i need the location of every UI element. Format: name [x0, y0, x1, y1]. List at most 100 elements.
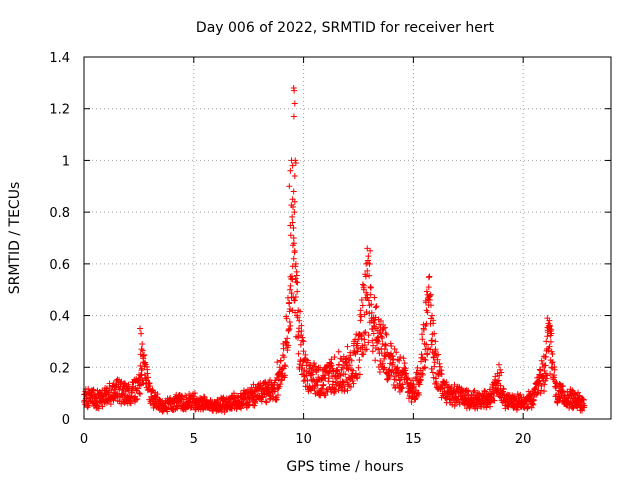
data-point: [283, 315, 290, 322]
data-point: [239, 402, 246, 409]
data-point: [432, 338, 439, 345]
data-point: [436, 363, 443, 370]
data-point: [366, 302, 373, 309]
data-point: [547, 338, 554, 345]
data-point: [329, 365, 336, 372]
data-point: [470, 388, 477, 395]
data-point: [346, 362, 353, 369]
data-point: [365, 332, 372, 339]
data-point: [286, 286, 293, 293]
data-point: [300, 338, 307, 345]
data-point: [289, 219, 296, 226]
data-point: [408, 398, 415, 405]
data-point: [347, 352, 354, 359]
data-point: [410, 383, 417, 390]
data-point: [401, 360, 408, 367]
data-point: [139, 341, 146, 348]
data-point: [132, 396, 139, 403]
data-point: [495, 377, 502, 384]
grid-lines: [84, 57, 611, 419]
data-point: [423, 307, 430, 314]
data-point: [286, 299, 293, 306]
data-point: [308, 387, 315, 394]
data-point: [371, 294, 378, 301]
data-point: [425, 274, 432, 281]
data-point: [422, 356, 429, 363]
data-point: [517, 391, 524, 398]
data-point: [415, 391, 422, 398]
data-point: [545, 329, 552, 336]
data-point: [426, 297, 433, 304]
data-point: [358, 313, 365, 320]
data-point: [474, 405, 481, 412]
data-point: [358, 297, 365, 304]
data-point: [352, 370, 359, 377]
data-point: [289, 162, 296, 169]
y-tick-label: 1: [62, 154, 70, 169]
data-point: [138, 346, 145, 353]
data-point: [544, 333, 551, 340]
data-point: [370, 330, 377, 337]
data-point: [402, 370, 409, 377]
data-point: [288, 273, 295, 280]
data-point: [293, 272, 300, 279]
data-point: [367, 283, 374, 290]
data-point: [325, 375, 332, 382]
data-point: [412, 395, 419, 402]
data-point: [292, 160, 299, 167]
data-point: [300, 348, 307, 355]
data-point: [438, 371, 445, 378]
data-point: [551, 372, 558, 379]
data-point: [348, 357, 355, 364]
data-point: [357, 332, 364, 339]
data-point: [314, 381, 321, 388]
data-point: [287, 232, 294, 239]
data-point: [393, 349, 400, 356]
data-point: [528, 401, 535, 408]
data-point: [429, 369, 436, 376]
data-point: [154, 391, 161, 398]
data-point: [274, 359, 281, 366]
data-point: [302, 351, 309, 358]
data-point: [335, 348, 342, 355]
data-point: [419, 371, 426, 378]
data-point: [575, 389, 582, 396]
data-point: [431, 359, 438, 366]
x-tick-label: 10: [295, 432, 312, 447]
data-point: [146, 380, 153, 387]
data-point: [368, 317, 375, 324]
data-point: [378, 333, 385, 340]
data-point: [251, 402, 258, 409]
data-point: [367, 284, 374, 291]
data-point: [288, 294, 295, 301]
data-point: [426, 273, 433, 280]
data-point: [328, 356, 335, 363]
data-point: [292, 293, 299, 300]
data-point: [353, 374, 360, 381]
data-point: [379, 334, 386, 341]
data-point: [297, 341, 304, 348]
data-point: [298, 322, 305, 329]
data-point: [273, 396, 280, 403]
data-point: [361, 330, 368, 337]
data-point: [546, 343, 553, 350]
data-point: [377, 330, 384, 337]
data-point: [312, 363, 319, 370]
data-point: [498, 369, 505, 376]
data-point: [141, 351, 148, 358]
data-point: [421, 356, 428, 363]
data-point: [377, 317, 384, 324]
data-point: [311, 385, 318, 392]
data-point: [379, 360, 386, 367]
data-point: [536, 366, 543, 373]
data-point: [416, 381, 423, 388]
data-point: [434, 356, 441, 363]
data-point: [396, 357, 403, 364]
data-point: [356, 371, 363, 378]
data-point: [474, 390, 481, 397]
data-point: [140, 359, 147, 366]
data-point: [491, 397, 498, 404]
data-point: [576, 393, 583, 400]
x-tick-label: 15: [405, 432, 422, 447]
